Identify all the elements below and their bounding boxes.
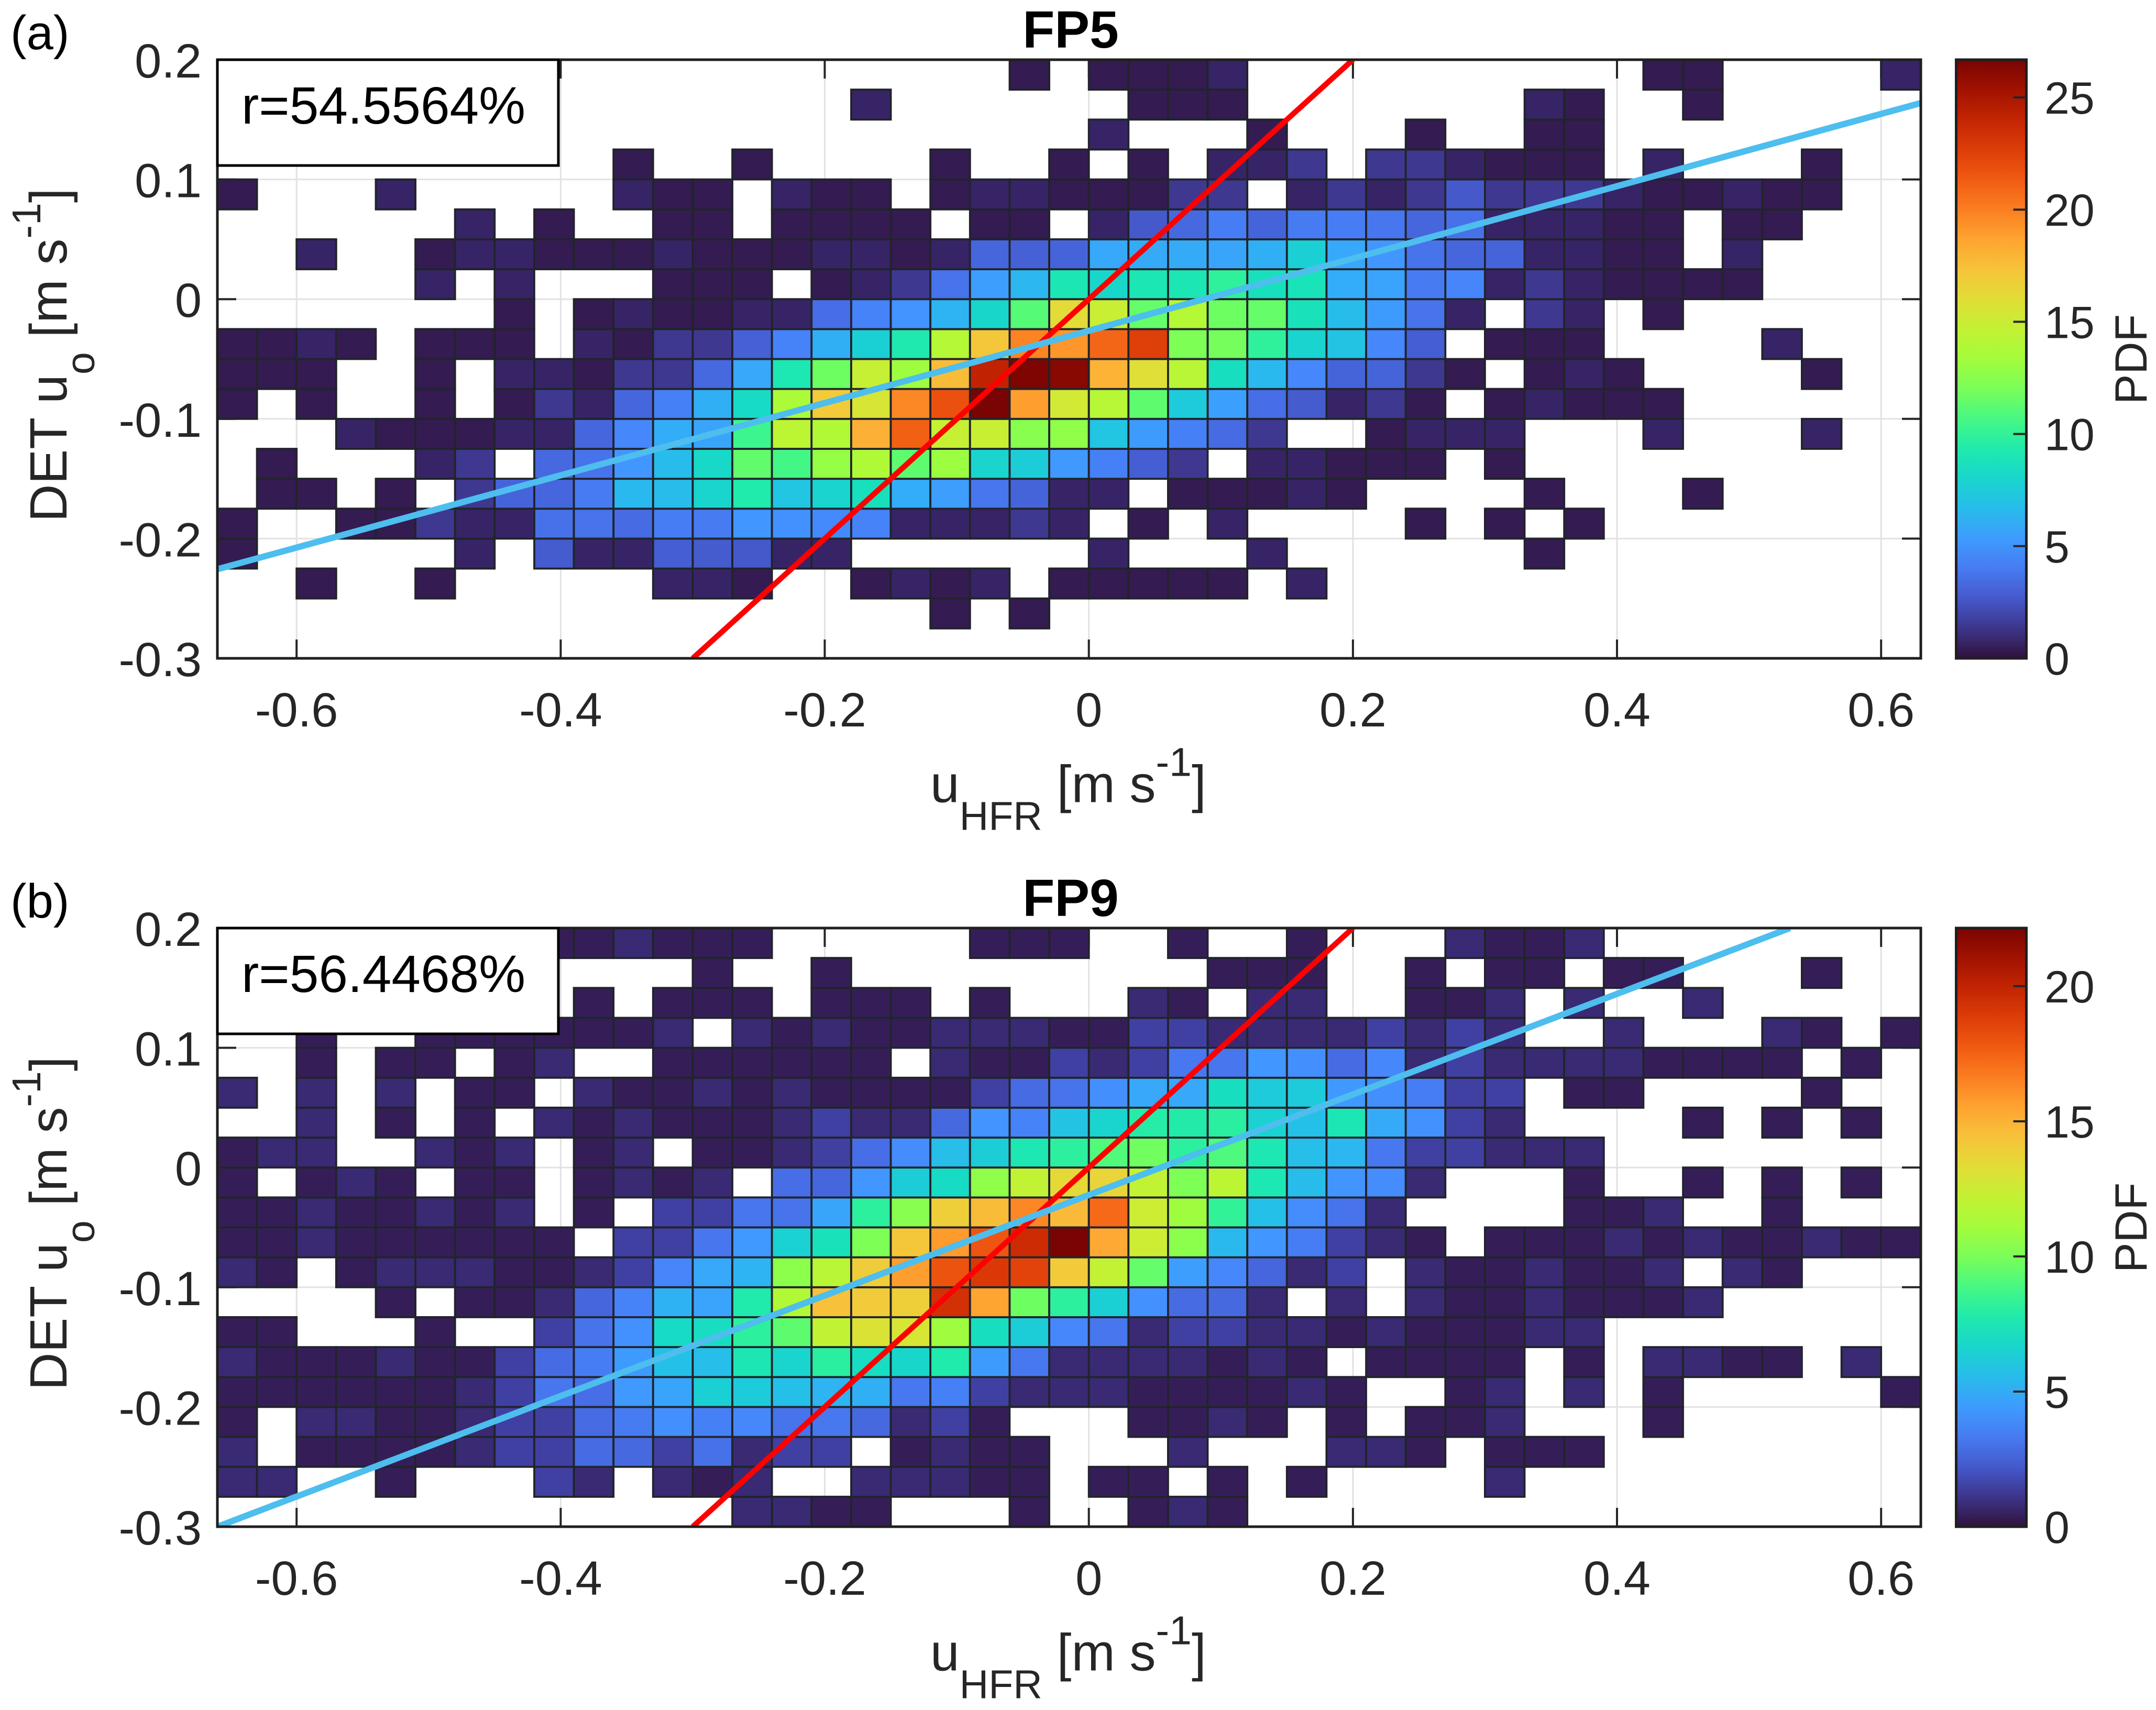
svg-text:r=54.5564%: r=54.5564%	[241, 76, 525, 135]
svg-text:0.6: 0.6	[1847, 1552, 1915, 1605]
svg-text:FP9: FP9	[1022, 869, 1118, 928]
svg-text:-0.4: -0.4	[519, 1552, 602, 1605]
svg-text:PDF: PDF	[2106, 314, 2156, 404]
svg-text:-0.3: -0.3	[118, 1502, 202, 1555]
svg-text:-0.6: -0.6	[255, 683, 338, 737]
svg-text:0: 0	[175, 274, 202, 327]
svg-text:0: 0	[175, 1142, 202, 1196]
svg-text:-0.2: -0.2	[783, 683, 866, 737]
svg-text:10: 10	[2044, 1232, 2095, 1283]
svg-text:FP5: FP5	[1022, 1, 1118, 59]
svg-text:0: 0	[2044, 1503, 2070, 1553]
svg-text:-0.2: -0.2	[783, 1552, 866, 1605]
svg-text:0.4: 0.4	[1583, 1552, 1651, 1605]
svg-text:15: 15	[2044, 297, 2095, 348]
svg-text:0.4: 0.4	[1583, 683, 1651, 737]
svg-text:5: 5	[2044, 522, 2070, 572]
svg-text:25: 25	[2044, 73, 2095, 124]
svg-text:0: 0	[2044, 634, 2070, 685]
svg-text:10: 10	[2044, 410, 2095, 460]
svg-text:0.2: 0.2	[1319, 1552, 1387, 1605]
svg-text:0: 0	[1075, 683, 1102, 737]
svg-text:15: 15	[2044, 1097, 2095, 1148]
svg-text:0: 0	[1075, 1552, 1102, 1605]
svg-text:5: 5	[2044, 1367, 2070, 1418]
svg-text:0.2: 0.2	[135, 35, 202, 88]
svg-text:0.1: 0.1	[135, 1023, 202, 1076]
svg-text:PDF: PDF	[2106, 1183, 2156, 1273]
svg-text:r=56.4468%: r=56.4468%	[241, 945, 525, 1003]
svg-text:-0.4: -0.4	[519, 683, 602, 737]
svg-text:(b): (b)	[10, 875, 69, 928]
svg-text:-0.2: -0.2	[118, 1382, 202, 1435]
svg-text:-0.6: -0.6	[255, 1552, 338, 1605]
svg-text:-0.1: -0.1	[118, 394, 202, 447]
svg-text:20: 20	[2044, 185, 2095, 236]
svg-text:0.6: 0.6	[1847, 683, 1915, 737]
svg-text:0.2: 0.2	[135, 903, 202, 956]
svg-text:-0.3: -0.3	[118, 633, 202, 687]
svg-text:-0.2: -0.2	[118, 513, 202, 567]
svg-text:-0.1: -0.1	[118, 1262, 202, 1316]
svg-text:(a): (a)	[10, 6, 69, 60]
svg-text:20: 20	[2044, 962, 2095, 1012]
svg-text:0.1: 0.1	[135, 155, 202, 208]
svg-text:0.2: 0.2	[1319, 683, 1387, 737]
